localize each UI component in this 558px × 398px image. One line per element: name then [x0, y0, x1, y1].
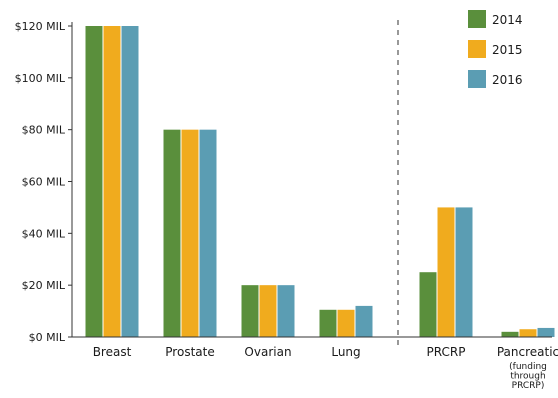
legend-swatch-2014 — [468, 10, 486, 28]
bar-ovarian-2014 — [241, 285, 259, 337]
category-note: (funding — [509, 362, 547, 372]
bar-breast-2015 — [103, 26, 121, 337]
x-tick-label-pancreatic: Pancreatic — [497, 345, 558, 359]
bar-lung-2014 — [319, 309, 337, 337]
legend-label-2014: 2014 — [492, 13, 523, 27]
bar-pancreatic-2015 — [519, 329, 537, 337]
bar-prcrp-2016 — [455, 207, 473, 337]
legend-swatch-2016 — [468, 70, 486, 88]
y-tick-label: $0 MIL — [29, 331, 66, 344]
bar-breast-2016 — [121, 26, 139, 337]
bar-ovarian-2015 — [259, 285, 277, 337]
bar-lung-2015 — [337, 309, 355, 337]
x-tick-label-prcrp: PRCRP — [427, 345, 466, 359]
bar-prostate-2014 — [163, 129, 181, 337]
legend: 2014 2015 2016 — [468, 10, 523, 88]
category-note: PRCRP) — [512, 381, 545, 391]
y-tick-label: $60 MIL — [22, 176, 66, 189]
bar-prcrp-2014 — [419, 272, 437, 337]
bar-group — [85, 26, 555, 337]
x-tick-label-prostate: Prostate — [165, 345, 214, 359]
x-tick-label-ovarian: Ovarian — [244, 345, 291, 359]
legend-label-2016: 2016 — [492, 73, 523, 87]
x-tick-label-breast: Breast — [93, 345, 132, 359]
x-tick-label-lung: Lung — [331, 345, 360, 359]
bar-prcrp-2015 — [437, 207, 455, 337]
y-tick-label: $120 MIL — [15, 20, 66, 33]
y-tick-label: $100 MIL — [15, 72, 66, 85]
y-tick-label: $20 MIL — [22, 279, 66, 292]
bar-lung-2016 — [355, 305, 373, 337]
legend-label-2015: 2015 — [492, 43, 523, 57]
y-axis: $0 MIL $20 MIL $40 MIL $60 MIL $80 MIL $100 M… — [15, 20, 73, 344]
bar-prostate-2016 — [199, 129, 217, 337]
x-axis: Breast Prostate Ovarian Lung PRCRP Pancreatic… — [72, 336, 558, 391]
bar-prostate-2015 — [181, 129, 199, 337]
bar-pancreatic-2014 — [501, 331, 519, 337]
bar-breast-2014 — [85, 26, 103, 337]
category-note: through — [510, 372, 545, 382]
y-tick-label: $80 MIL — [22, 124, 66, 137]
bar-pancreatic-2016 — [537, 327, 555, 337]
y-tick-label: $40 MIL — [22, 227, 66, 240]
legend-swatch-2015 — [468, 40, 486, 58]
bar-ovarian-2016 — [277, 285, 295, 337]
